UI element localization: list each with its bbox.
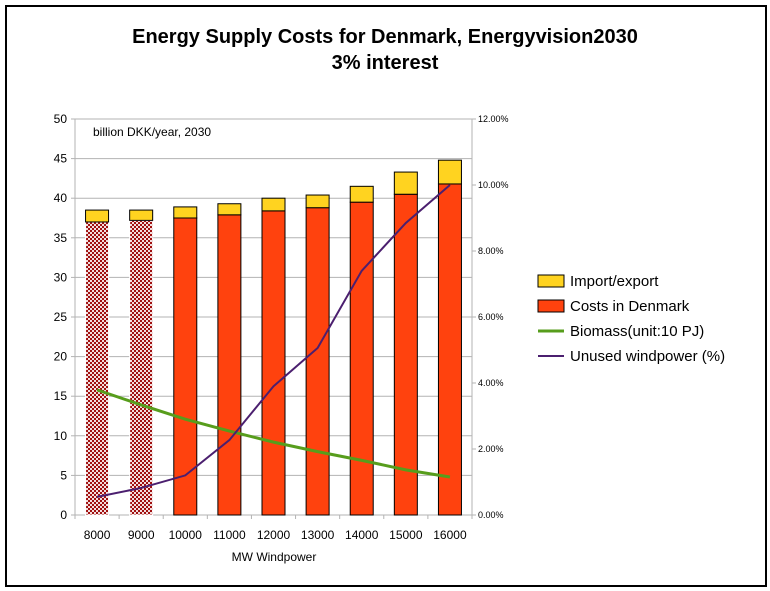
- x-tick-label: 8000: [84, 528, 111, 542]
- chart-frame: [5, 5, 767, 587]
- chart-subtitle: 3% interest: [331, 52, 439, 74]
- x-tick-label: 15000: [389, 528, 423, 542]
- legend-label: Costs in Denmark: [570, 298, 690, 315]
- x-axis-label: MW Windpower: [232, 550, 317, 564]
- y2-tick-label: 2.00%: [478, 444, 504, 454]
- bar-costs-in-denmark: [349, 201, 374, 516]
- bar-import-export: [129, 209, 154, 221]
- bar-import-export: [261, 197, 286, 212]
- x-tick-label: 12000: [257, 528, 291, 542]
- bar-import-export: [85, 209, 110, 223]
- y2-tick-label: 0.00%: [478, 510, 504, 520]
- bar-import-export: [437, 159, 462, 185]
- x-tick-label: 14000: [345, 528, 379, 542]
- bar-costs-in-denmark: [261, 210, 286, 516]
- x-tick-label: 10000: [169, 528, 203, 542]
- legend-swatch: [537, 299, 565, 313]
- legend-swatch: [537, 274, 565, 288]
- bar-costs-in-denmark: [305, 207, 330, 516]
- bar-costs-in-denmark: [85, 221, 110, 516]
- legend-label: Biomass(unit:10 PJ): [570, 323, 704, 340]
- y2-tick-label: 12.00%: [478, 114, 509, 124]
- x-tick-label: 11000: [213, 528, 246, 542]
- legend-label: Import/export: [570, 273, 659, 290]
- y-tick-label: 10: [54, 429, 68, 443]
- y-tick-label: 20: [54, 350, 68, 364]
- y-tick-label: 35: [54, 231, 68, 245]
- y-tick-label: 45: [54, 152, 68, 166]
- y-tick-label: 0: [60, 508, 67, 522]
- bar-import-export: [305, 194, 330, 209]
- y2-tick-label: 4.00%: [478, 378, 504, 388]
- y2-tick-label: 8.00%: [478, 246, 504, 256]
- y2-tick-label: 10.00%: [478, 180, 509, 190]
- y-tick-label: 40: [54, 191, 68, 205]
- x-tick-label: 16000: [433, 528, 467, 542]
- x-tick-label: 9000: [128, 528, 155, 542]
- y-tick-label: 15: [54, 389, 68, 403]
- y-tick-label: 30: [54, 270, 68, 284]
- bar-costs-in-denmark: [129, 219, 154, 516]
- bar-import-export: [173, 206, 198, 219]
- y2-tick-label: 6.00%: [478, 312, 504, 322]
- y-tick-label: 25: [54, 310, 68, 324]
- bar-costs-in-denmark: [173, 217, 198, 516]
- bar-costs-in-denmark: [437, 183, 462, 516]
- legend-label: Unused windpower (%): [570, 348, 725, 365]
- bar-costs-in-denmark: [217, 214, 242, 516]
- y-tick-label: 5: [60, 468, 67, 482]
- y-tick-label: 50: [54, 112, 68, 126]
- bar-import-export: [217, 203, 242, 216]
- chart-title: Energy Supply Costs for Denmark, Energyv…: [132, 26, 638, 48]
- bar-import-export: [393, 171, 418, 195]
- bar-import-export: [349, 185, 374, 203]
- x-tick-label: 13000: [301, 528, 335, 542]
- unit-annotation: billion DKK/year, 2030: [93, 125, 211, 139]
